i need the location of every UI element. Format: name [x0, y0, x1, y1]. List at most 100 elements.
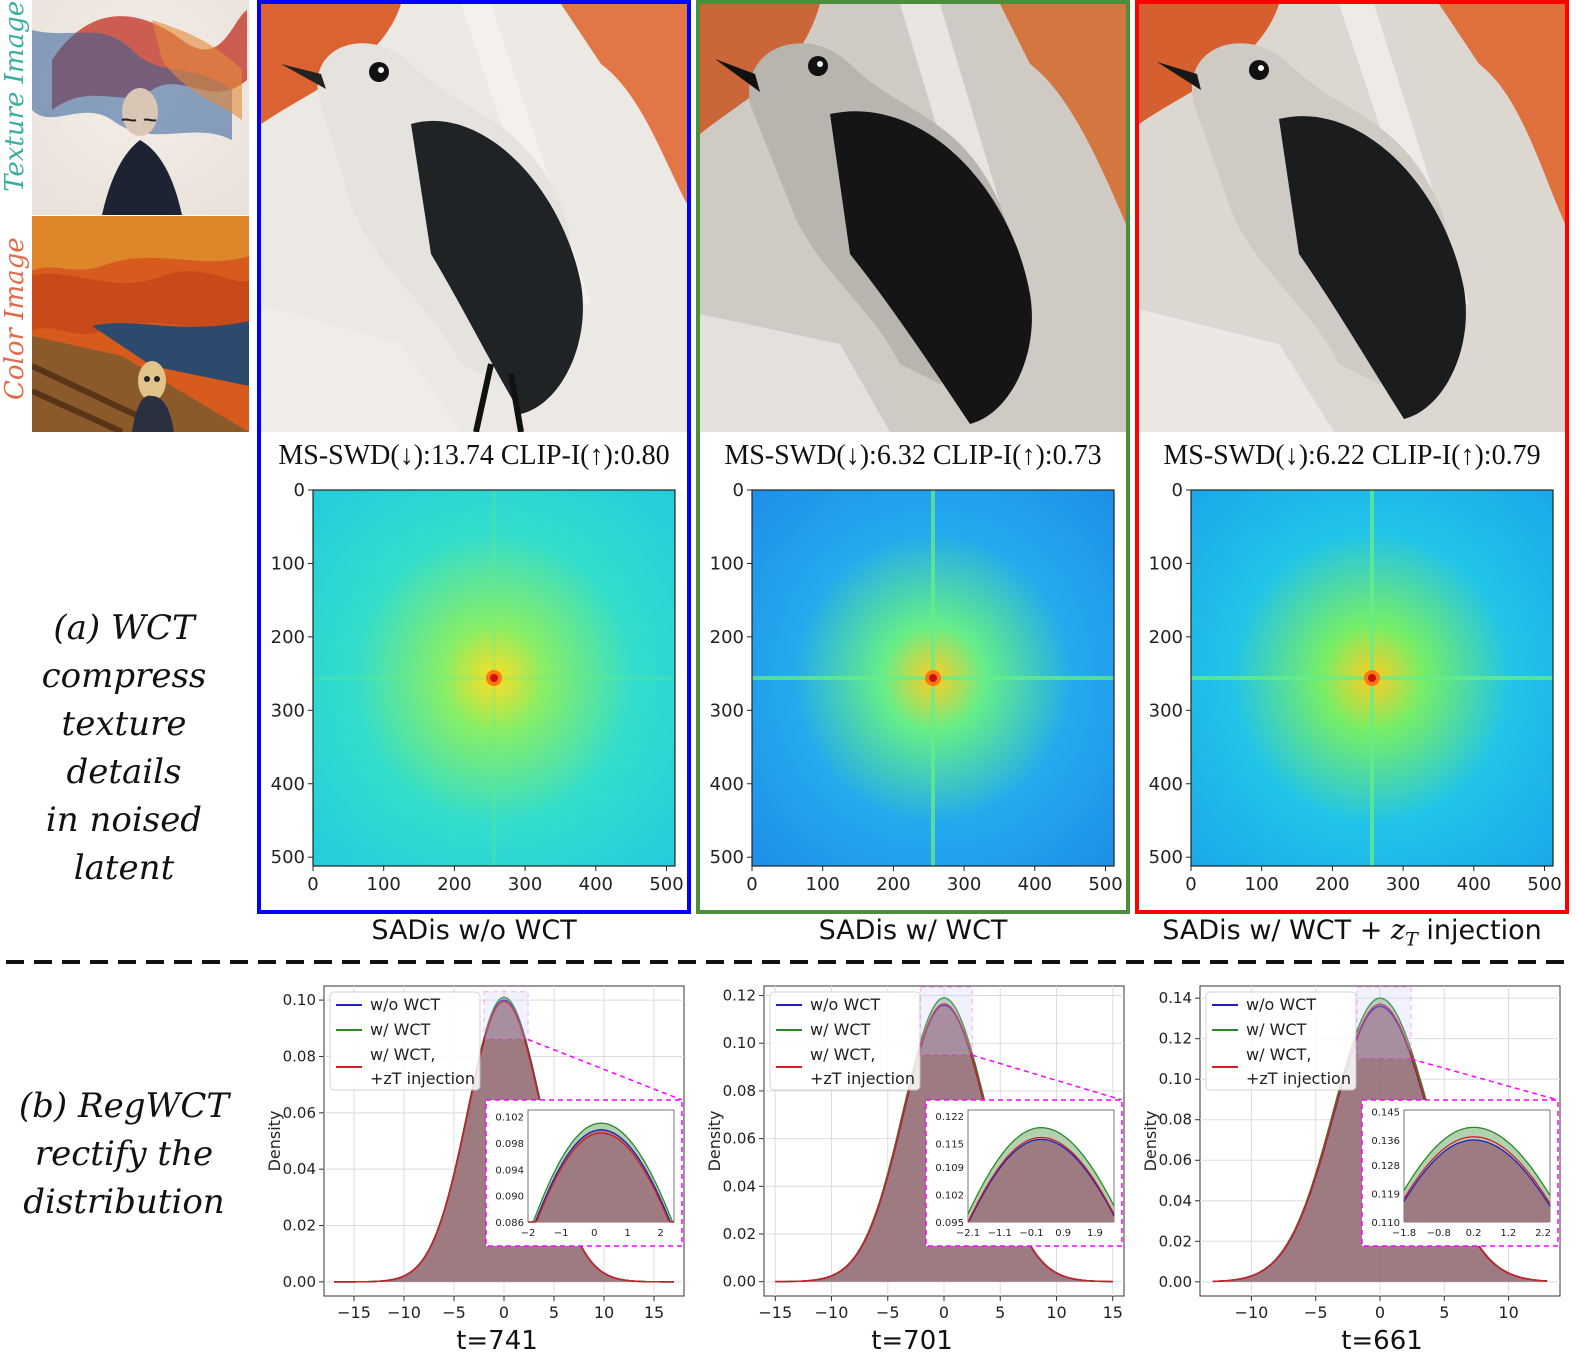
spectrum-x-tick-label: 0 — [746, 874, 757, 895]
y-tick-label: 0.04 — [1159, 1192, 1192, 1210]
spectrum-plot-with-wct: 0 0 100 100 200 200 300 300 400 400 500 500 — [710, 480, 1123, 895]
x-tick-label: −10 — [815, 1303, 849, 1322]
spectrum-plot-without-wct: 0 0 100 100 200 200 300 300 400 400 500 500 — [271, 480, 684, 895]
legend-label: +zT injection — [810, 1069, 915, 1088]
title-without-wct: SADis w/o WCT — [371, 915, 577, 946]
texture-image-label: Texture Image — [0, 0, 30, 192]
spectrum-x-tick-label: 200 — [1315, 874, 1349, 895]
inset-y-tick-label: 0.115 — [935, 1139, 964, 1150]
spectrum-center-core — [490, 674, 498, 682]
y-tick-label: 0.10 — [283, 991, 316, 1009]
spectrum-y-tick-label: 300 — [710, 700, 744, 721]
spectrum-y-tick-label: 400 — [1149, 774, 1183, 795]
line-with-wct-zt-injection — [334, 1000, 674, 1283]
inset-x-tick-label: −1.1 — [988, 1228, 1012, 1239]
spectrum-y-tick-label: 300 — [1149, 700, 1183, 721]
y-tick-label: 0.10 — [1159, 1070, 1192, 1088]
spectrum-y-tick-label: 500 — [271, 847, 305, 868]
y-tick-label: 0.00 — [1159, 1273, 1192, 1291]
result-image-with-wct-zt-injection — [1139, 4, 1565, 432]
line-with-wct-zt-injection — [775, 1003, 1113, 1283]
inset-y-tick-label: 0.095 — [935, 1218, 964, 1229]
x-tick-label: −5 — [1304, 1303, 1328, 1322]
inset-x-tick-label: 1.2 — [1500, 1228, 1516, 1239]
x-tick-label: 5 — [1439, 1303, 1449, 1322]
y-tick-label: 0.06 — [1159, 1151, 1192, 1169]
inset-x-tick-label: 1.9 — [1087, 1228, 1103, 1239]
title-math-sub: T — [1405, 928, 1418, 951]
y-tick-label: 0.06 — [283, 1104, 316, 1122]
y-axis-label: Density — [1141, 1111, 1160, 1172]
zoom-connector — [971, 1054, 1123, 1101]
y-tick-label: 0.08 — [723, 1082, 756, 1100]
spectrum-x-tick-label: 100 — [1245, 874, 1279, 895]
y-tick-label: 0.04 — [723, 1177, 756, 1195]
y-tick-label: 0.02 — [723, 1225, 756, 1243]
x-tick-label: 0 — [1375, 1303, 1385, 1322]
spectrum-y-tick-label: 200 — [271, 627, 305, 648]
metric-with-wct: MS-SWD(↓):6.32 CLIP-I(↑):0.73 — [724, 440, 1102, 471]
x-tick-label: −15 — [337, 1303, 371, 1322]
y-tick-label: 0.10 — [723, 1034, 756, 1052]
x-tick-label: 10 — [1498, 1303, 1518, 1322]
inset-area-without-wct — [1404, 1140, 1550, 1222]
inset-x-tick-label: −1 — [554, 1228, 569, 1239]
spectrum-x-tick-label: 100 — [367, 874, 401, 895]
legend-box — [769, 991, 921, 1091]
legend-label: +zT injection — [370, 1069, 475, 1088]
spectrum-x-tick-label: 0 — [1185, 874, 1196, 895]
y-tick-label: 0.02 — [1159, 1232, 1192, 1250]
legend-label: w/ WCT, — [810, 1045, 875, 1064]
legend: w/o WCT w/ WCT w/ WCT, +zT injection — [329, 991, 481, 1091]
inset-x-tick-label: −2 — [521, 1228, 536, 1239]
inset-y-tick-label: 0.122 — [935, 1112, 964, 1123]
inset-x-tick-label: 0 — [591, 1228, 597, 1239]
spectrum-x-tick-label: 0 — [307, 874, 318, 895]
spectrum-y-tick-label: 300 — [271, 700, 305, 721]
inset-y-tick-label: 0.086 — [495, 1218, 524, 1229]
metric-without-wct: MS-SWD(↓):13.74 CLIP-I(↑):0.80 — [278, 440, 670, 471]
spectrum-center-core — [929, 674, 937, 682]
spectrum-x-tick-label: 500 — [1527, 874, 1561, 895]
y-tick-label: 0.12 — [723, 987, 756, 1005]
inset-line-without-wct — [528, 1129, 674, 1223]
panel-with-wct-zt-injection — [1135, 0, 1569, 914]
zoom-connector — [527, 1038, 683, 1101]
zoom-region — [1356, 986, 1412, 1060]
spectrum-x-tick-label: 200 — [876, 874, 910, 895]
x-tick-label: −15 — [758, 1303, 792, 1322]
legend-label: w/o WCT — [1246, 995, 1316, 1014]
inset-x-tick-label: 2.2 — [1535, 1228, 1551, 1239]
spectrum-x-tick-label: 300 — [508, 874, 542, 895]
inset-line-with-wct-zt-injection — [967, 1136, 1115, 1223]
zoom-region — [483, 990, 529, 1041]
spectrum-y-tick-label: 0 — [1172, 480, 1183, 501]
legend-label: +zT injection — [1246, 1069, 1351, 1088]
spectrum-frame — [751, 489, 1115, 867]
inset-y-tick-label: 0.109 — [935, 1163, 964, 1174]
x-tick-label: 10 — [1046, 1303, 1066, 1322]
inset-x-tick-label: 0.2 — [1466, 1228, 1482, 1239]
y-tick-label: 0.08 — [283, 1047, 316, 1065]
legend-label: w/ WCT, — [1246, 1045, 1311, 1064]
y-tick-label: 0.00 — [723, 1273, 756, 1291]
result-image-with-wct — [700, 4, 1126, 432]
inset-y-tick-label: 0.102 — [495, 1113, 524, 1124]
legend: w/o WCT w/ WCT w/ WCT, +zT injection — [769, 991, 921, 1091]
y-axis-label: Density — [265, 1111, 284, 1172]
density-chart-t741: −15 −10 −5 0 5 10 150.000.020.040.060.080.10De… — [265, 985, 685, 1322]
x-tick-label: 5 — [549, 1303, 559, 1322]
inset-y-tick-label: 0.090 — [495, 1192, 524, 1203]
timestep-label-t701: t=701 — [871, 1326, 953, 1356]
y-axis-label: Density — [705, 1111, 724, 1172]
inset-line-with-wct — [528, 1122, 675, 1223]
legend-label: w/ WCT — [810, 1020, 871, 1039]
spectrum-x-tick-label: 500 — [1088, 874, 1122, 895]
density-chart-t701: −15 −10 −5 0 5 10 15 0.00 0.02 0.04 0.06 0.08 0.10 0.… — [705, 985, 1125, 1322]
spectrum-x-tick-label: 500 — [649, 874, 683, 895]
title-with-wct-zt-injection: SADis w/ WCT + zT injection — [1135, 915, 1569, 950]
spectrum-y-tick-label: 200 — [710, 627, 744, 648]
density-chart-t661: −10 −5 0 5 10 0.00 0.02 0.04 0.06 0.08 0.10 0.12 0.1… — [1141, 985, 1561, 1322]
y-tick-label: 0.14 — [1159, 989, 1192, 1007]
y-tick-label: 0.06 — [723, 1130, 756, 1148]
